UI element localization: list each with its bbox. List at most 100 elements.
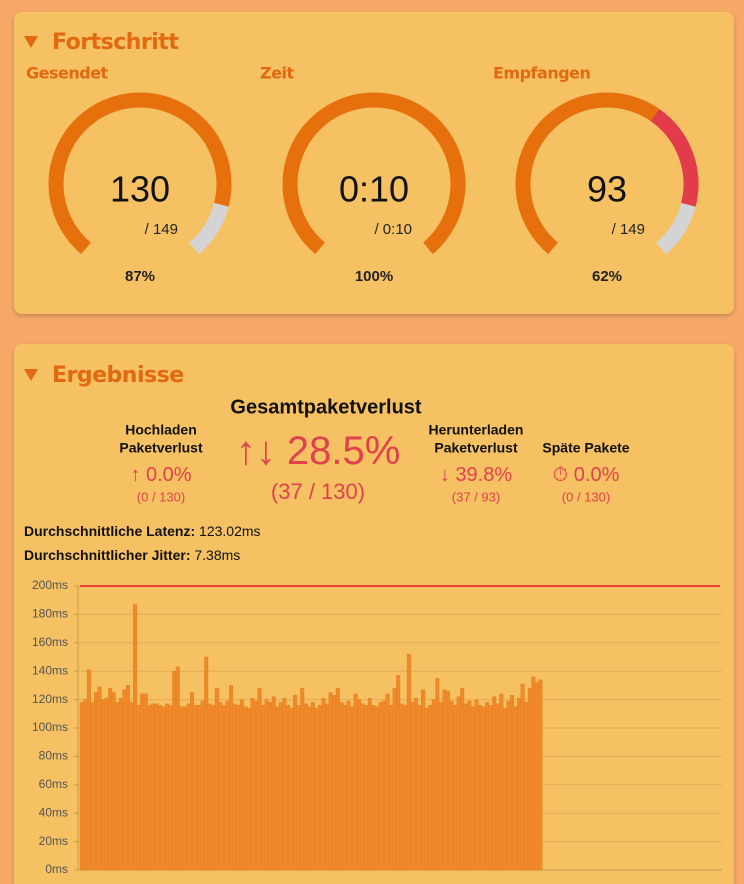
bar [271, 696, 276, 871]
bar [296, 705, 301, 871]
section-title[interactable]: Fortschritt [52, 30, 180, 55]
bar [467, 700, 472, 871]
bar [250, 697, 255, 871]
bar [392, 688, 397, 871]
gauge-arc [282, 92, 466, 255]
bar [382, 700, 386, 871]
bar [108, 688, 113, 871]
bar [161, 706, 166, 871]
bar [335, 688, 340, 871]
y-tick-label: 120ms [32, 692, 68, 706]
bar [495, 703, 500, 871]
value: 0.0% [146, 464, 192, 486]
bar [396, 675, 401, 871]
icon: ↓ [440, 464, 450, 486]
bar [232, 703, 237, 871]
bar [449, 700, 454, 871]
bar [90, 702, 95, 871]
bar [453, 705, 458, 871]
bar [147, 705, 152, 871]
y-tick-label: 200ms [32, 578, 68, 592]
bar [278, 702, 283, 871]
bar [332, 695, 337, 871]
stat-label: Späte Pakete [542, 440, 629, 456]
stat-count: (0 / 130) [562, 489, 610, 504]
stat-count: (0 / 130) [137, 489, 185, 504]
metric-label: Durchschnittlicher Jitter: [24, 547, 190, 563]
y-tick-label: 100ms [32, 720, 68, 734]
bar [293, 695, 298, 871]
icon: ↑ [130, 464, 140, 486]
bar [94, 692, 98, 871]
y-tick-label: 20ms [39, 834, 68, 848]
value: 28.5% [287, 429, 400, 473]
value: 0.0% [574, 464, 620, 486]
gauge-label: Gesendet [26, 64, 109, 83]
bar [289, 707, 294, 871]
bar [325, 703, 330, 871]
bar [154, 703, 159, 871]
bar [410, 702, 415, 871]
bar [342, 705, 347, 871]
bar [389, 705, 394, 871]
bar [378, 702, 383, 871]
bar [257, 688, 262, 871]
bar [307, 706, 312, 871]
bar [474, 699, 479, 871]
bar [104, 697, 109, 871]
stat-label: Hochladen [125, 422, 197, 438]
metric: Durchschnittlicher Jitter: 7.38ms [24, 547, 240, 563]
bar [282, 697, 287, 871]
bar [143, 693, 148, 871]
bar [158, 705, 162, 871]
section-title[interactable]: Ergebnisse [52, 363, 184, 388]
bar [470, 706, 475, 871]
bar [385, 693, 390, 871]
y-tick-label: 60ms [39, 777, 68, 791]
bar [538, 679, 543, 871]
stat-value: ⏱ 0.0% [553, 464, 620, 486]
bar [175, 666, 180, 871]
gauge-label: Zeit [260, 64, 294, 83]
bar [318, 705, 322, 871]
gauge-arc [48, 92, 232, 255]
stat-count: (37 / 93) [452, 489, 500, 504]
icon: ↑↓ [236, 429, 276, 473]
bar [510, 695, 514, 871]
bar [126, 685, 130, 871]
bar [346, 700, 351, 871]
gauge-percent: 87% [125, 268, 155, 285]
bar [236, 705, 241, 871]
collapse-toggle[interactable] [24, 36, 38, 48]
bar [517, 697, 522, 871]
total-loss-count: (37 / 130) [271, 479, 365, 504]
bar [499, 693, 504, 871]
bar [414, 697, 418, 871]
bar [204, 656, 209, 871]
bar [97, 686, 102, 871]
gauge-total: / 149 [145, 221, 178, 238]
bar [492, 696, 497, 871]
bar [531, 676, 536, 871]
gauge-lost [650, 108, 699, 207]
bar [79, 702, 84, 871]
bar [193, 705, 198, 871]
y-tick-label: 40ms [39, 805, 68, 819]
bar [310, 702, 315, 871]
bar [300, 688, 305, 871]
bar [303, 703, 308, 871]
gauge-arc [515, 92, 660, 255]
gauge-percent: 62% [592, 268, 622, 285]
bar [371, 705, 376, 871]
y-tick-label: 80ms [39, 749, 68, 763]
bar [481, 706, 486, 871]
bar [428, 705, 433, 871]
bar [463, 703, 468, 871]
bar [261, 705, 266, 871]
bar [367, 697, 372, 871]
gauge-value: 93 [587, 169, 627, 210]
collapse-toggle[interactable] [24, 369, 38, 381]
metric-label: Durchschnittliche Latenz: [24, 523, 195, 539]
bar [197, 705, 202, 871]
bar [222, 705, 226, 871]
